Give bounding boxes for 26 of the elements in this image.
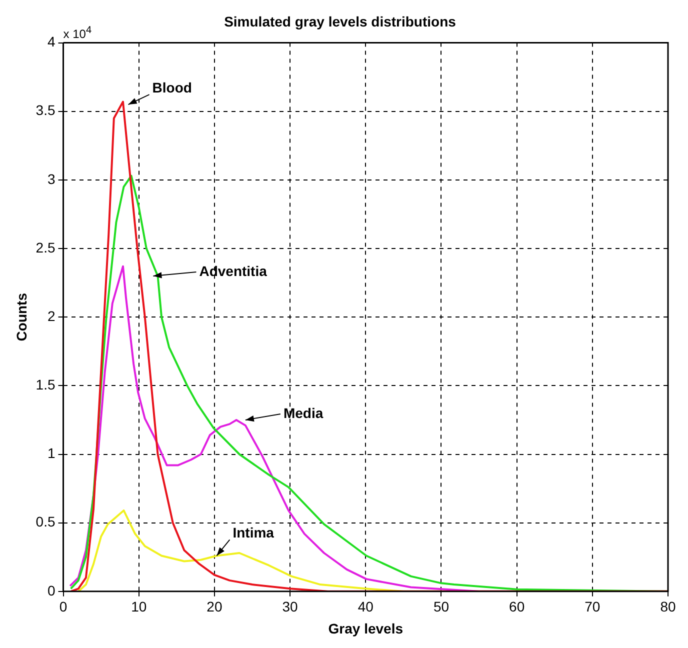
annotation: Intima	[232, 524, 274, 541]
y-tick-label: 0.5	[36, 514, 56, 530]
chart-title: Simulated gray levels distributions	[224, 13, 456, 30]
x-tick-label: 60	[509, 598, 525, 615]
annotation: Media	[283, 404, 324, 421]
x-tick-label: 50	[433, 598, 450, 615]
x-tick-label: 40	[358, 598, 374, 615]
x-tick-label: 70	[584, 598, 600, 615]
annotation: Adventitia	[199, 262, 268, 279]
x-tick-label: 20	[206, 598, 222, 615]
text: x 10$^{4}$	[63, 24, 92, 42]
y-axis-title: Counts	[13, 292, 30, 342]
y-tick-label: 1.5	[36, 376, 56, 393]
x-tick-label: 10	[131, 598, 147, 615]
x-tick-label: 30	[282, 598, 298, 615]
y-tick-label: 2	[47, 308, 56, 324]
annotation: Blood	[152, 79, 192, 96]
y-tick-label: 4	[47, 34, 56, 50]
x-axis-title: Gray levels	[328, 620, 404, 636]
y-tick-label: 0	[47, 582, 56, 598]
y-tick-label: 1	[47, 445, 56, 462]
y-tick-label: 3.5	[36, 102, 56, 118]
y-tick-label: 3	[47, 170, 56, 187]
x-tick-label: 80	[660, 598, 676, 615]
x-tick-label: 0	[59, 598, 68, 615]
y-tick-label: 2.5	[36, 239, 56, 256]
